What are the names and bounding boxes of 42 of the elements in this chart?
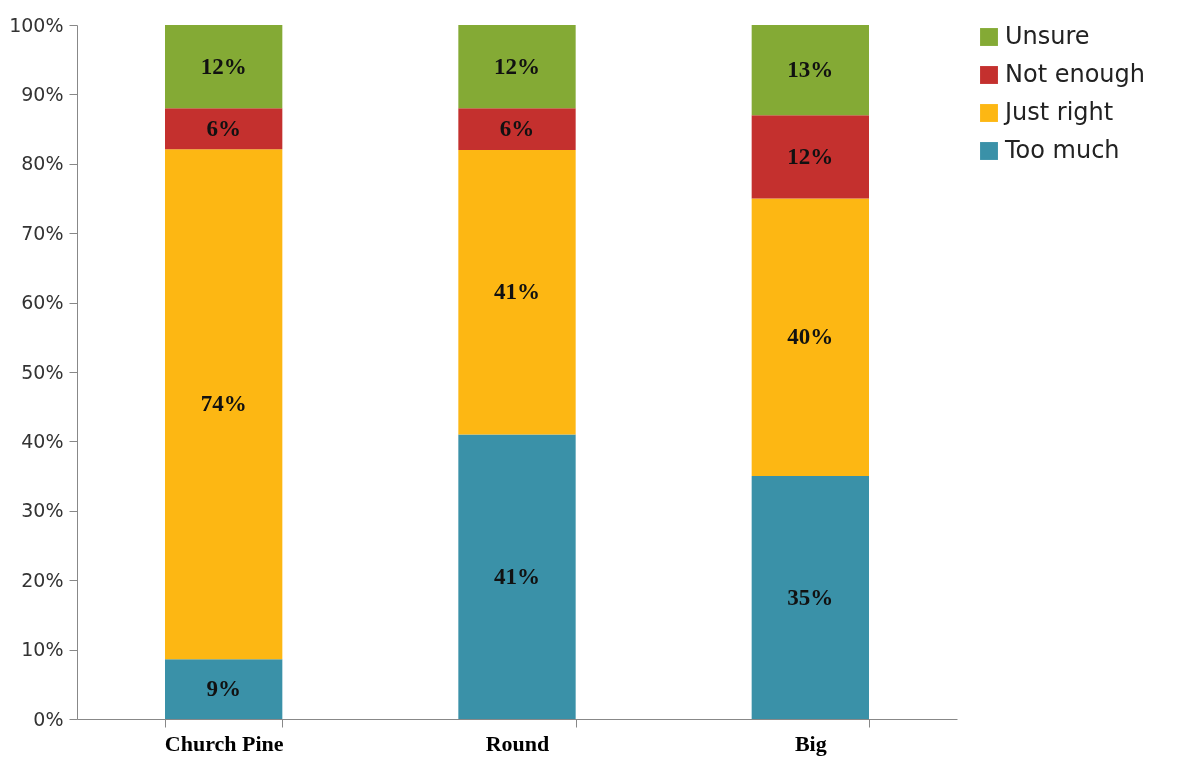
text: 41% [494,563,540,589]
text: 74% [200,391,247,417]
bar [165,108,283,150]
text: 9% [206,676,241,702]
bar [165,149,283,660]
text: 12% [200,53,247,79]
x-tick-label: Church Pine [164,730,284,756]
bar [165,659,283,719]
bar [458,108,576,150]
y-tick-label: 50% [21,360,64,383]
text: 6% [499,116,535,142]
bar [458,434,576,719]
legend-label: Unsure [1005,22,1090,50]
bar [751,115,869,199]
y-tick-label: 100% [9,13,64,36]
bar [751,476,869,719]
text: 6% [206,115,241,141]
text: 40% [787,324,834,350]
text: 12% [494,53,540,79]
bar [751,25,869,116]
x-tick-label: Round [485,730,550,756]
y-tick-label: 90% [21,82,64,105]
legend-label: Just right [1003,98,1114,126]
text: 12% [787,143,834,169]
x-tick-label: Big [794,730,827,756]
text: 35% [787,584,834,610]
y-tick-label: 60% [21,291,64,314]
y-tick-label: 0% [33,707,64,730]
bar [165,25,283,109]
text: 13% [787,57,834,83]
y-tick-label: 20% [21,568,64,591]
y-tick-label: 30% [21,499,64,522]
legend-label: Too much [1004,136,1120,164]
text: 41% [494,279,540,305]
y-tick-label: 40% [21,429,64,452]
y-tick-label: 70% [21,221,64,244]
legend-label: Not enough [1005,60,1145,88]
bar [751,198,869,477]
bar [458,149,576,435]
y-tick-label: 10% [21,638,64,661]
bar [458,25,576,109]
y-tick-label: 80% [21,152,64,175]
